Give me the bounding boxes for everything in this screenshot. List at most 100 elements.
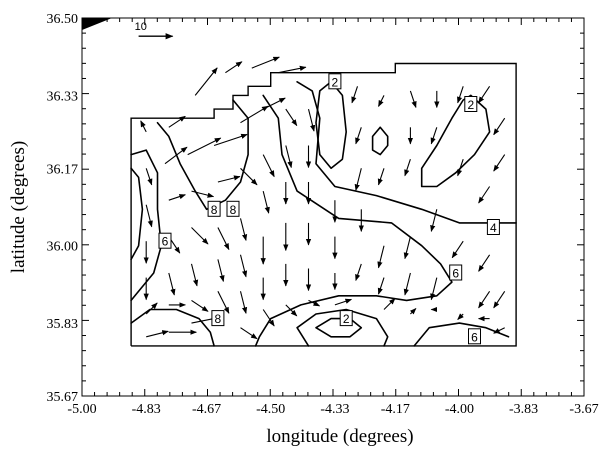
- velocity-vector: [354, 168, 362, 191]
- velocity-vector: [493, 290, 506, 309]
- y-tick-label: 35.83: [47, 317, 79, 332]
- velocity-vector: [164, 146, 188, 165]
- velocity-vector: [217, 259, 225, 283]
- contour-label: 2: [328, 73, 342, 90]
- contour-line-8-9: [156, 99, 249, 211]
- x-axis-label: longitude (degrees): [266, 426, 413, 447]
- velocity-vector: [457, 159, 464, 177]
- contour-line-6-6: [254, 94, 453, 347]
- y-tick-label: 36.50: [47, 12, 79, 27]
- y-tick-label: 36.17: [47, 162, 79, 177]
- velocity-vector: [217, 175, 241, 183]
- velocity-vector: [377, 277, 385, 295]
- velocity-vector: [285, 145, 293, 169]
- velocity-vector: [262, 309, 275, 327]
- velocity-vector: [409, 90, 417, 109]
- x-tick-label: -3.67: [569, 402, 598, 417]
- velocity-vector: [478, 290, 491, 309]
- vector-scale-label: 10: [135, 21, 147, 33]
- contour-line-8-11: [130, 308, 215, 347]
- contour-label-value: 2: [332, 75, 339, 89]
- velocity-vector: [262, 190, 270, 214]
- velocity-vector: [451, 240, 464, 259]
- contour-line-6-7: [130, 149, 163, 302]
- x-tick-label: -3.83: [509, 402, 538, 417]
- velocity-vector: [194, 67, 218, 96]
- y-tick-label: 36.33: [47, 89, 79, 104]
- velocity-vector: [457, 313, 464, 320]
- contour-label-value: 6: [471, 330, 478, 344]
- velocity-vector: [190, 263, 199, 287]
- velocity-vector: [140, 120, 147, 133]
- velocity-vector: [145, 168, 153, 186]
- x-tick-layer: -5.00 -4.83 -4.67 -4.50 -4.33 -4.17 -4.00 -3.83…: [67, 18, 599, 417]
- land-corner-mark: [82, 18, 112, 30]
- velocity-vector: [377, 245, 385, 269]
- contour-line-2-3: [315, 317, 363, 338]
- velocity-vector: [262, 154, 275, 178]
- y-tick-label: 35.67: [47, 390, 79, 405]
- contour-label: 6: [158, 232, 172, 249]
- velocity-vector: [355, 127, 362, 145]
- velocity-vector: [307, 108, 316, 132]
- contour-label-box: [468, 328, 481, 345]
- velocity-vector: [145, 302, 158, 315]
- contour-label-value: 8: [215, 312, 222, 326]
- velocity-vector: [478, 85, 491, 104]
- contour-label: 6: [449, 264, 463, 281]
- x-tick-label: -4.33: [320, 402, 349, 417]
- velocity-vector: [191, 190, 215, 198]
- velocity-vector: [145, 204, 153, 228]
- contour-line-2-0: [315, 81, 348, 170]
- contour-label-value: 2: [467, 98, 474, 112]
- velocity-vector: [403, 236, 411, 260]
- contour-label-box: [464, 96, 478, 112]
- contour-label: 6: [468, 328, 481, 345]
- contour-label: 2: [464, 96, 478, 112]
- velocity-vector: [285, 304, 298, 317]
- velocity-vector: [478, 254, 491, 272]
- velocity-vector: [493, 117, 506, 136]
- contour-label-value: 6: [162, 235, 169, 249]
- domain-outline: [130, 62, 517, 347]
- velocity-vector: [403, 272, 411, 296]
- velocity-vector: [493, 327, 505, 334]
- velocity-vector: [146, 330, 169, 338]
- contour-label-value: 8: [211, 203, 218, 217]
- velocity-vector: [225, 61, 243, 74]
- velocity-vector: [377, 168, 385, 186]
- contour-line-4-5: [296, 308, 389, 347]
- velocity-vector: [409, 308, 417, 315]
- contour-label-box: [207, 200, 221, 217]
- velocity-vector: [239, 291, 248, 314]
- contour-label-box: [328, 73, 342, 90]
- velocity-vector: [168, 115, 186, 128]
- contour-label-box: [486, 219, 500, 235]
- velocity-vector: [493, 154, 506, 172]
- x-tick-label: -4.00: [445, 402, 474, 417]
- velocity-vector: [217, 291, 230, 314]
- x-tick-label: -4.50: [256, 402, 285, 417]
- y-axis-label: latitude (degrees): [8, 141, 29, 273]
- velocity-vector: [383, 298, 396, 310]
- velocity-vector: [355, 263, 362, 282]
- contour-line-4-4: [296, 81, 517, 224]
- velocity-vector: [240, 167, 258, 186]
- velocity-vector: [251, 56, 280, 69]
- contour-label-box: [211, 310, 225, 327]
- x-tick-label: -4.67: [192, 402, 221, 417]
- velocity-vector: [191, 299, 209, 312]
- contour-label-box: [449, 264, 463, 281]
- velocity-vector: [262, 97, 286, 110]
- velocity-vector: [285, 108, 298, 127]
- contour-line-2-1: [371, 126, 389, 156]
- velocity-vector: [213, 133, 248, 147]
- velocity-vector: [351, 86, 359, 104]
- contour-label-value: 2: [343, 312, 350, 326]
- contour-label-box: [226, 200, 240, 217]
- contour-label: 4: [486, 219, 500, 235]
- velocity-vector: [187, 137, 222, 156]
- velocity-vector: [404, 159, 411, 177]
